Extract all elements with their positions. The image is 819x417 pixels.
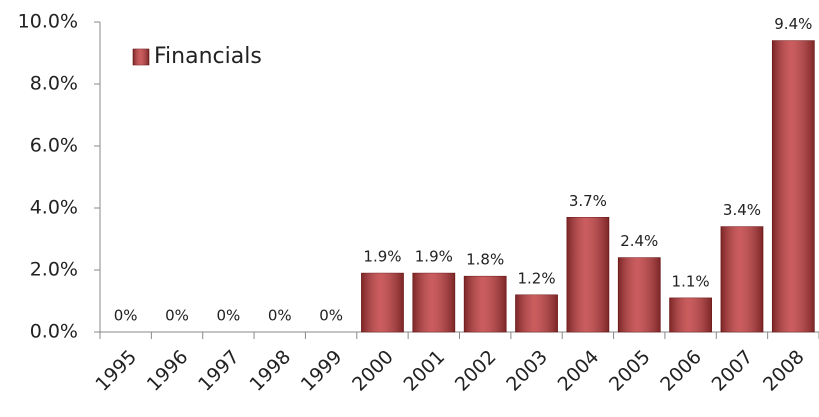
x-tick-label: 1999 — [297, 346, 347, 396]
bar — [566, 217, 610, 333]
x-tick-label: 2005 — [605, 346, 655, 396]
value-label: 0% — [165, 307, 189, 325]
bar — [669, 297, 712, 333]
value-label: 9.4% — [774, 15, 812, 33]
value-label: 2.4% — [620, 232, 658, 250]
x-tick-label: 2000 — [348, 346, 398, 396]
value-label: 1.9% — [363, 248, 401, 266]
bar — [463, 275, 507, 333]
bar — [771, 40, 815, 333]
value-label: 1.8% — [466, 251, 504, 269]
x-tick-label: 2002 — [451, 346, 501, 396]
x-tick-label: 2008 — [759, 346, 809, 396]
value-label: 0% — [319, 307, 343, 325]
x-tick-label: 2006 — [656, 346, 706, 396]
x-tick-label: 1997 — [194, 346, 244, 396]
y-tick-label: 4.0% — [30, 197, 78, 219]
bar — [720, 226, 764, 333]
y-tick-label: 0.0% — [30, 321, 78, 343]
value-label: 3.4% — [723, 201, 761, 219]
value-label: 1.9% — [415, 248, 453, 266]
value-label: 0% — [268, 307, 292, 325]
legend-label: Financials — [154, 44, 262, 69]
x-tick-label: 2007 — [708, 346, 758, 396]
bar — [515, 294, 558, 333]
x-tick-label: 2001 — [399, 346, 449, 396]
bar — [617, 257, 661, 333]
y-tick-label: 10.0% — [18, 11, 78, 33]
value-label: 0% — [114, 307, 138, 325]
y-tick-label: 2.0% — [30, 259, 78, 281]
x-tick-label: 1998 — [245, 346, 295, 396]
value-label: 1.2% — [517, 269, 555, 287]
y-tick-label: 8.0% — [30, 73, 78, 95]
value-label: 0% — [216, 307, 240, 325]
y-tick-label: 6.0% — [30, 135, 78, 157]
x-tick-label: 2003 — [502, 346, 552, 396]
x-tick-label: 2004 — [554, 346, 604, 396]
bar — [412, 272, 456, 333]
x-tick-label: 1996 — [143, 346, 193, 396]
value-label: 3.7% — [569, 192, 607, 210]
x-tick-label: 1995 — [91, 346, 141, 396]
value-label: 1.1% — [672, 272, 710, 290]
legend-swatch-shade — [133, 49, 149, 65]
bar — [361, 272, 404, 333]
